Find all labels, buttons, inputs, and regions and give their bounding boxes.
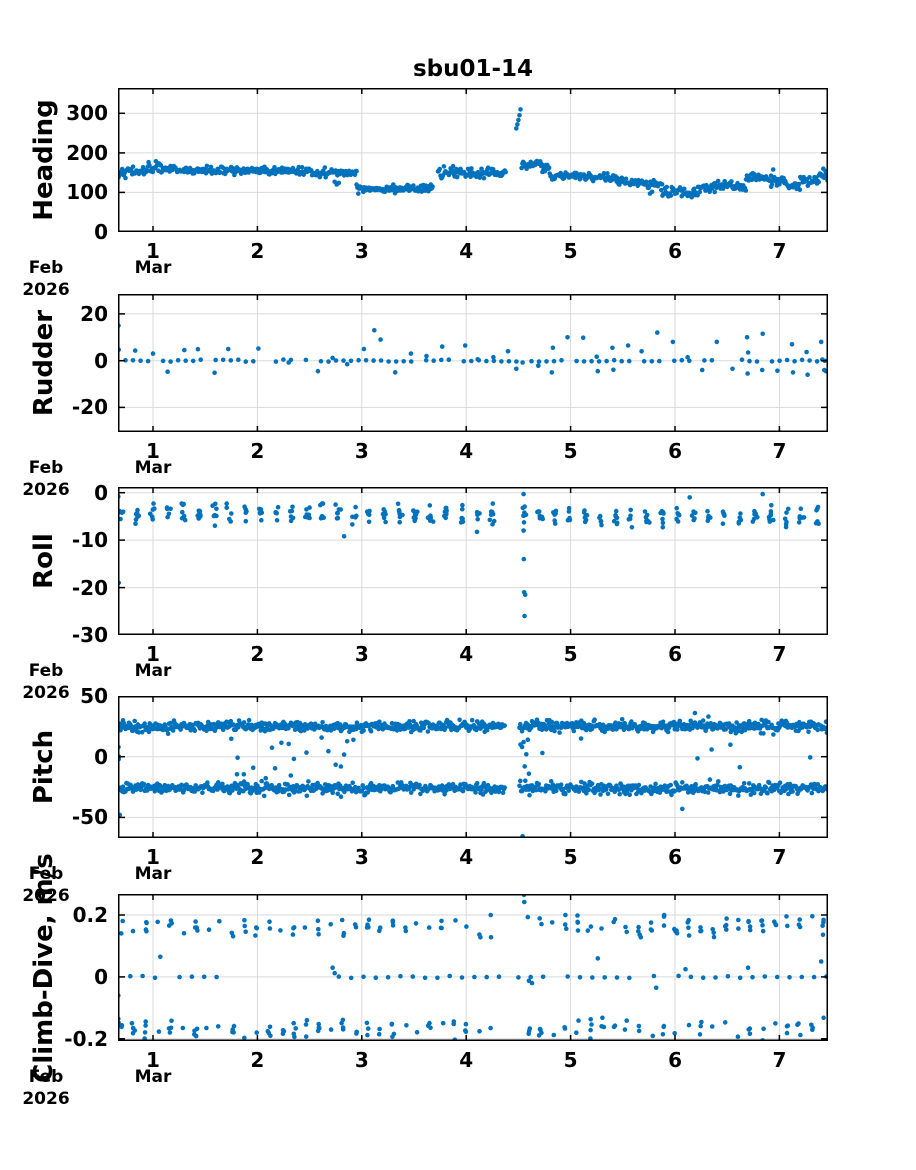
x-tick-label: 4 — [459, 239, 474, 263]
x-tick-label: 7 — [772, 642, 787, 666]
x-tick-label: 3 — [354, 642, 369, 666]
y-tick-label-heading: 0 — [94, 220, 108, 244]
y-tick-label-roll: -10 — [71, 528, 108, 553]
x-axis-month-label: Mar — [134, 258, 172, 278]
x-tick-label: 1 — [146, 239, 160, 263]
y-tick-label-pitch: 50 — [80, 684, 108, 708]
x-axis-edge-month-label: Feb — [28, 258, 64, 278]
x-axis-edge-year-label: 2026 — [22, 886, 70, 906]
x-tick-label: 2 — [250, 845, 265, 869]
y-tick-label-pitch: 0 — [94, 744, 108, 769]
y-tick-label-climb-dive: 0.2 — [72, 903, 108, 928]
y-tick-label-rudder: -20 — [71, 395, 108, 420]
x-tick-label: 2 — [250, 642, 265, 666]
subplot-rudder-plot-area — [118, 294, 828, 432]
x-axis-edge-year-label: 2026 — [22, 480, 70, 500]
x-tick-label: 6 — [668, 845, 682, 869]
x-axis-edge-year-label: 2026 — [22, 280, 70, 300]
x-tick-label: 7 — [772, 439, 787, 463]
x-axis-edge-month-label: Feb — [28, 864, 64, 884]
x-tick-label: 1 — [146, 439, 160, 463]
x-tick-label: 4 — [459, 845, 474, 869]
x-tick-label: 1 — [146, 1048, 160, 1072]
x-axis-edge-month-label: Feb — [28, 661, 64, 681]
subplot-climb-dive-plot-area — [118, 894, 828, 1041]
x-tick-label: 1 — [146, 845, 160, 869]
chart-title: sbu01-14 — [412, 56, 534, 82]
x-tick-label: 6 — [668, 642, 682, 666]
x-axis-month-label: Mar — [134, 864, 172, 884]
y-tick-label-roll: -30 — [71, 623, 108, 647]
y-tick-label-heading: 100 — [66, 180, 108, 205]
x-tick-label: 2 — [250, 239, 265, 263]
x-tick-label: 3 — [354, 239, 369, 263]
y-tick-label-rudder: 0 — [94, 348, 108, 373]
x-tick-label: 3 — [354, 1048, 369, 1072]
y-tick-label-roll: 0 — [94, 480, 108, 505]
subplot-pitch-plot-area — [118, 696, 828, 838]
subplot-heading-plot-area — [118, 88, 828, 232]
y-tick-label-heading: 200 — [66, 140, 108, 165]
x-tick-label: 5 — [563, 1048, 578, 1072]
x-axis-month-label: Mar — [134, 458, 172, 478]
x-axis-edge-month-label: Feb — [28, 1067, 64, 1087]
x-tick-label: 7 — [772, 1048, 787, 1072]
x-tick-label: 2 — [250, 439, 265, 463]
x-tick-label: 3 — [354, 439, 369, 463]
x-tick-label: 1 — [146, 642, 160, 666]
x-tick-label: 5 — [563, 642, 578, 666]
x-axis-month-label: Mar — [134, 1067, 172, 1087]
x-tick-label: 6 — [668, 1048, 682, 1072]
x-axis-edge-year-label: 2026 — [22, 1089, 70, 1109]
x-tick-label: 7 — [772, 239, 787, 263]
x-tick-label: 6 — [668, 439, 682, 463]
subplot-roll-plot-area — [118, 487, 828, 635]
x-tick-label: 5 — [563, 439, 578, 463]
x-tick-label: 7 — [772, 845, 787, 869]
y-tick-label-climb-dive: -0.2 — [64, 1026, 108, 1051]
x-axis-month-label: Mar — [134, 661, 172, 681]
x-tick-label: 2 — [250, 1048, 265, 1072]
x-tick-label: 3 — [354, 845, 369, 869]
y-tick-label-roll: -20 — [71, 575, 108, 600]
y-tick-label-pitch: -50 — [71, 805, 108, 830]
x-tick-label: 5 — [563, 845, 578, 869]
x-tick-label: 4 — [459, 439, 474, 463]
x-axis-edge-month-label: Feb — [28, 458, 64, 478]
x-tick-label: 4 — [459, 1048, 474, 1072]
x-tick-label: 4 — [459, 642, 474, 666]
x-tick-label: 5 — [563, 239, 578, 263]
y-tick-label-climb-dive: 0 — [94, 964, 108, 989]
x-tick-label: 6 — [668, 239, 682, 263]
y-tick-label-rudder: 20 — [80, 301, 108, 326]
x-axis-edge-year-label: 2026 — [22, 683, 70, 703]
y-tick-label-heading: 300 — [66, 101, 108, 126]
